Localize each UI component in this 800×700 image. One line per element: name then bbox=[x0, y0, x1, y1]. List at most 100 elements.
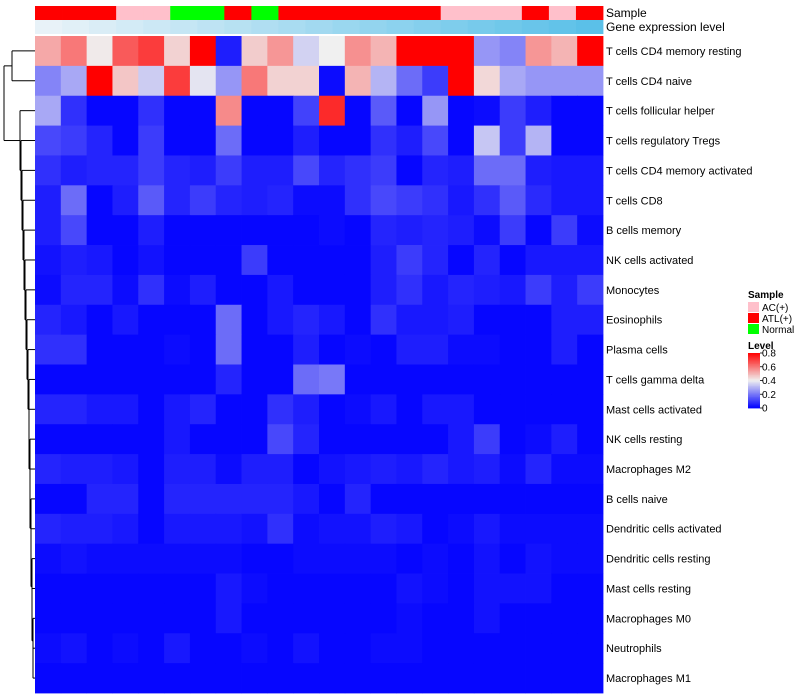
heatmap-cell bbox=[422, 36, 449, 67]
sample-legend-label: ATL(+) bbox=[762, 314, 792, 325]
heatmap-cell bbox=[396, 125, 423, 156]
expression-annotation-cell bbox=[332, 20, 360, 34]
heatmap-cell bbox=[35, 304, 62, 336]
heatmap-cell bbox=[138, 215, 165, 246]
heatmap-cell bbox=[241, 304, 268, 336]
row-label: T cells CD4 naive bbox=[606, 76, 692, 88]
heatmap-cell bbox=[241, 245, 268, 276]
heatmap-cell bbox=[344, 304, 372, 336]
heatmap-cell bbox=[35, 215, 62, 246]
heatmap-cell bbox=[396, 245, 423, 276]
heatmap-cell bbox=[86, 454, 113, 485]
heatmap-cell bbox=[189, 334, 217, 365]
heatmap-cell bbox=[448, 543, 475, 574]
heatmap-cell bbox=[138, 573, 165, 604]
annotation-label-sample: Sample bbox=[606, 6, 647, 20]
heatmap-cell bbox=[86, 424, 113, 455]
heatmap-cell bbox=[499, 185, 526, 216]
heatmap-cell bbox=[267, 633, 294, 664]
row-label: T cells CD4 memory activated bbox=[606, 165, 753, 177]
heatmap-cell bbox=[138, 394, 165, 425]
heatmap-cell bbox=[164, 95, 191, 126]
heatmap-cell bbox=[189, 513, 217, 545]
heatmap-cell bbox=[164, 603, 191, 634]
heatmap-cell bbox=[319, 633, 346, 664]
heatmap-cell bbox=[344, 543, 372, 574]
heatmap-cell bbox=[215, 483, 242, 515]
heatmap-cell bbox=[551, 633, 578, 664]
level-legend-gradient-step bbox=[748, 398, 760, 401]
column-annotations bbox=[35, 6, 604, 34]
heatmap-cell bbox=[396, 36, 423, 67]
heatmap-cell bbox=[448, 274, 475, 306]
heatmap-cell bbox=[215, 364, 242, 395]
expression-annotation-cell bbox=[413, 20, 442, 34]
heatmap-cell bbox=[241, 424, 268, 455]
heatmap-cell bbox=[448, 394, 475, 425]
level-legend-gradient-step bbox=[748, 380, 760, 383]
heatmap-cell bbox=[35, 65, 62, 97]
heatmap-cell bbox=[551, 215, 578, 246]
heatmap-cell bbox=[319, 215, 346, 246]
heatmap-cell bbox=[35, 36, 62, 67]
heatmap-cell bbox=[370, 155, 397, 186]
level-legend-tick-label: 0 bbox=[762, 404, 768, 415]
expression-annotation-cell bbox=[278, 20, 306, 34]
heatmap-cell bbox=[473, 185, 501, 216]
heatmap-cell bbox=[138, 633, 165, 664]
heatmap-cell bbox=[241, 543, 268, 574]
heatmap-cell bbox=[293, 543, 320, 574]
sample-annotation-cell bbox=[197, 6, 225, 20]
level-legend-gradient-step bbox=[748, 402, 760, 405]
heatmap-cell bbox=[422, 573, 449, 604]
sample-annotation-cell bbox=[386, 6, 415, 20]
level-legend-tick-label: 0.4 bbox=[762, 376, 776, 387]
heatmap-cell bbox=[370, 36, 397, 67]
heatmap-cell bbox=[577, 215, 604, 246]
heatmap-cell bbox=[448, 95, 475, 126]
level-legend-gradient-step bbox=[748, 358, 760, 361]
heatmap-cell bbox=[422, 394, 449, 425]
row-label: Dendritic cells resting bbox=[606, 554, 711, 566]
heatmap-cell bbox=[525, 274, 552, 306]
heatmap-cell bbox=[86, 274, 113, 306]
heatmap-cell bbox=[344, 245, 372, 276]
row-label: Mast cells resting bbox=[606, 584, 691, 596]
heatmap-cell bbox=[319, 334, 346, 365]
row-label: B cells memory bbox=[606, 225, 682, 237]
heatmap-cell bbox=[448, 454, 475, 485]
heatmap-cell bbox=[396, 185, 423, 216]
heatmap-cell bbox=[577, 185, 604, 216]
heatmap-cell bbox=[422, 125, 449, 156]
heatmap-cell bbox=[60, 454, 88, 485]
level-legend-tick-label: 0.2 bbox=[762, 390, 776, 401]
heatmap-cell bbox=[189, 603, 217, 634]
heatmap-cell bbox=[164, 513, 191, 545]
heatmap-cell bbox=[215, 573, 242, 604]
heatmap-cell bbox=[499, 424, 526, 455]
heatmap-cell bbox=[86, 663, 113, 694]
heatmap-cell bbox=[473, 245, 501, 276]
heatmap-cell bbox=[396, 513, 423, 545]
heatmap-cell bbox=[551, 424, 578, 455]
heatmap-cell bbox=[189, 65, 217, 97]
heatmap-cell bbox=[499, 573, 526, 604]
heatmap-cell bbox=[189, 573, 217, 604]
heatmap-cell bbox=[215, 394, 242, 425]
heatmap-cell bbox=[138, 65, 165, 97]
heatmap-cell bbox=[60, 483, 88, 515]
heatmap-cell bbox=[86, 334, 113, 365]
heatmap-cell bbox=[422, 663, 449, 694]
heatmap-cell bbox=[189, 483, 217, 515]
heatmap-cell bbox=[448, 304, 475, 336]
heatmap-cell bbox=[215, 334, 242, 365]
heatmap-cell bbox=[344, 603, 372, 634]
heatmap-cell bbox=[138, 603, 165, 634]
heatmap-cell bbox=[422, 215, 449, 246]
level-legend-gradient-step bbox=[748, 364, 760, 366]
heatmap-cell bbox=[422, 95, 449, 126]
row-label: T cells follicular helper bbox=[606, 106, 715, 118]
heatmap-cell bbox=[344, 364, 372, 395]
heatmap-cell bbox=[241, 125, 268, 156]
level-legend-gradient-step bbox=[748, 392, 760, 395]
